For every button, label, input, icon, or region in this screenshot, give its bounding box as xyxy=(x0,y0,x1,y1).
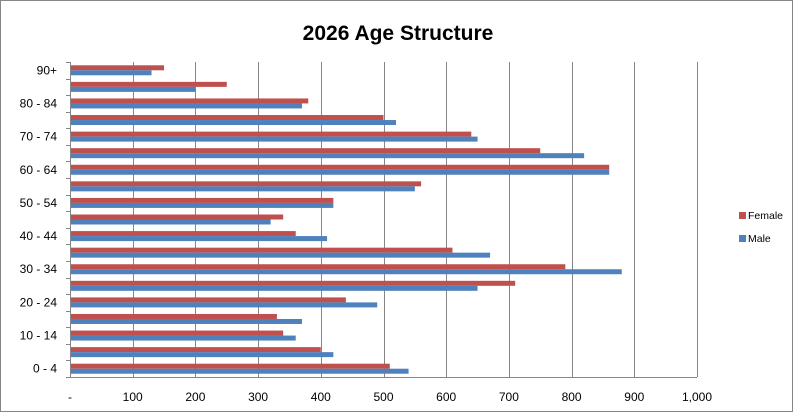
legend-label-female: Female xyxy=(748,210,783,222)
bar-male xyxy=(70,335,296,341)
y-tick-label: 50 - 54 xyxy=(20,196,58,210)
bar-male xyxy=(70,202,334,208)
axes xyxy=(66,62,697,378)
y-tick-label: 80 - 84 xyxy=(20,96,58,110)
bar-female xyxy=(70,313,277,319)
x-tick-label: 100 xyxy=(123,390,143,404)
bar-male xyxy=(70,318,302,324)
bar-male xyxy=(70,352,334,358)
bar-female xyxy=(70,81,227,87)
x-tick-label: 600 xyxy=(436,390,456,404)
y-tick-label: 30 - 34 xyxy=(20,262,58,276)
bar-male xyxy=(70,269,622,275)
bar-male xyxy=(70,252,491,258)
y-tick-label: 0 - 4 xyxy=(33,362,57,376)
bar-female xyxy=(70,214,284,220)
bar-female xyxy=(70,131,472,137)
bar-male xyxy=(70,86,196,92)
bar-male xyxy=(70,153,585,159)
bar-male xyxy=(70,368,409,374)
bar-female xyxy=(70,347,321,353)
x-tick-label: - xyxy=(68,390,72,404)
bar-female xyxy=(70,363,390,369)
bar-male xyxy=(70,120,397,126)
x-axis-ticks: - 100 200 300 400 500 600 700 800 900 1,000 xyxy=(68,390,712,404)
y-tick-label: 70 - 74 xyxy=(20,130,58,144)
y-tick-label: 90+ xyxy=(37,63,57,77)
legend-swatch-male xyxy=(739,235,746,242)
bar-male xyxy=(70,136,478,142)
bar-male xyxy=(70,236,328,242)
bar-female xyxy=(70,264,566,270)
bar-male xyxy=(70,70,152,76)
gridlines xyxy=(133,62,698,377)
x-tick-label: 900 xyxy=(624,390,644,404)
bar-female xyxy=(70,148,541,154)
y-tick-label: 10 - 14 xyxy=(20,329,58,343)
y-axis-ticks: 0 - 4 10 - 14 20 - 24 30 - 34 40 - 44 50 - 54… xyxy=(20,63,58,375)
x-tick-label: 300 xyxy=(248,390,268,404)
bar-female xyxy=(70,297,346,303)
chart-title: 2026 Age Structure xyxy=(303,22,494,45)
bar-female xyxy=(70,231,296,237)
bar-female xyxy=(70,164,610,170)
bar-male xyxy=(70,186,415,192)
y-tick-label: 60 - 64 xyxy=(20,163,58,177)
bar-female xyxy=(70,181,422,187)
bar-male xyxy=(70,285,478,291)
bar-female xyxy=(70,197,334,203)
x-tick-label: 1,000 xyxy=(682,390,712,404)
bar-male xyxy=(70,103,302,109)
bar-female xyxy=(70,280,516,286)
legend: Female Male xyxy=(739,210,783,245)
bar-male xyxy=(70,169,610,175)
bar-female xyxy=(70,115,384,121)
x-tick-label: 800 xyxy=(562,390,582,404)
x-tick-label: 700 xyxy=(499,390,519,404)
bar-female xyxy=(70,98,309,104)
x-tick-label: 400 xyxy=(311,390,331,404)
x-tick-label: 500 xyxy=(373,390,393,404)
bar-female xyxy=(70,247,453,253)
legend-swatch-female xyxy=(739,212,746,219)
bar-female xyxy=(70,330,284,336)
bar-female xyxy=(70,65,165,71)
bar-male xyxy=(70,302,378,308)
y-tick-label: 20 - 24 xyxy=(20,295,58,309)
x-tick-label: 200 xyxy=(185,390,205,404)
legend-label-male: Male xyxy=(748,233,771,245)
bar-male xyxy=(70,219,271,225)
bars xyxy=(70,65,622,374)
y-tick-label: 40 - 44 xyxy=(20,229,58,243)
